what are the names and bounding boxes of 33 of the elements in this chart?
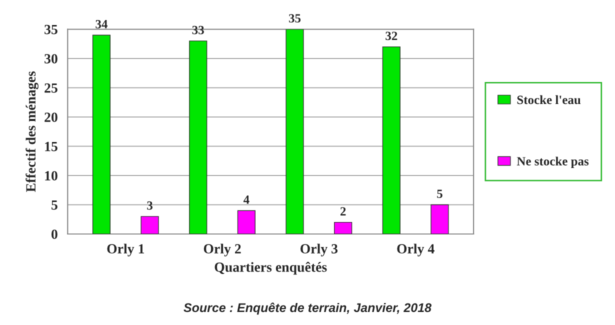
bar (334, 222, 352, 234)
x-tick-label: Orly 1 (107, 244, 144, 256)
y-tick-label: 0 (52, 230, 58, 239)
data-label: 33 (192, 26, 204, 34)
bar (286, 29, 304, 234)
y-tick-label: 20 (44, 112, 58, 122)
data-label: 3 (147, 201, 152, 210)
y-tick-label: 30 (44, 54, 58, 64)
data-label: 2 (340, 207, 346, 216)
y-tick-label: 35 (44, 24, 58, 34)
x-tick-label: Orly 4 (397, 244, 434, 256)
data-label: 4 (243, 196, 250, 204)
x-tick-label: Orly 3 (300, 244, 338, 256)
source-note: Source : Enquête de terrain, Janvier, 2018 (184, 302, 432, 315)
y-tick-label: 25 (44, 83, 58, 93)
legend-label: Stocke l'eau (517, 95, 581, 104)
x-tick-label: Orly 2 (204, 244, 241, 256)
bar (140, 216, 159, 234)
bar (382, 46, 400, 234)
y-tick-label: 10 (45, 171, 58, 180)
bar (189, 40, 208, 234)
y-axis-title: Effectif des ménages (26, 71, 38, 192)
data-label: 32 (386, 32, 398, 40)
data-label: 35 (288, 14, 301, 23)
y-tick-label: 5 (52, 200, 58, 210)
x-axis-title: Quartiers enquêtés (214, 262, 327, 275)
data-label: 5 (437, 190, 442, 198)
bar (237, 210, 256, 234)
bar (92, 34, 111, 234)
y-tick-label: 15 (45, 142, 58, 152)
bar (430, 204, 449, 234)
data-label: 34 (96, 20, 108, 28)
legend-label: Ne stocke pas (516, 156, 589, 168)
